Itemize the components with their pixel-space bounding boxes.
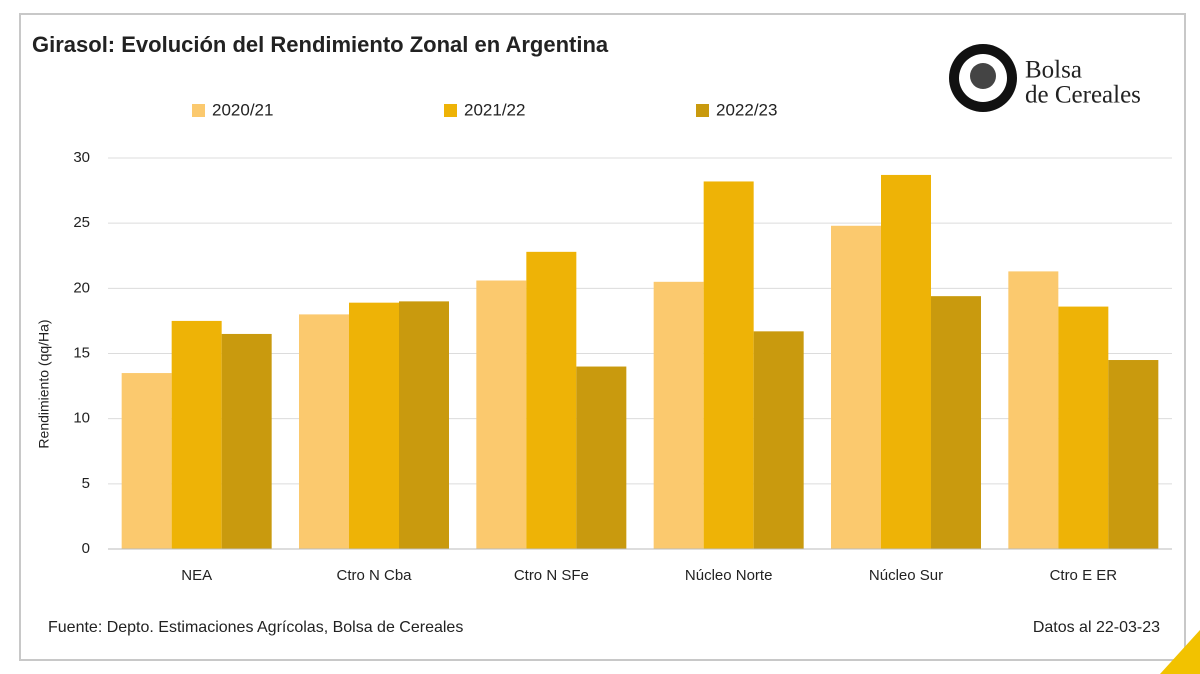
legend-label: 2021/22 <box>464 100 525 119</box>
bar <box>653 281 704 549</box>
x-tick-label: Núcleo Sur <box>869 567 943 584</box>
bar <box>1008 271 1059 549</box>
bar <box>881 174 931 549</box>
legend-label: 2022/23 <box>716 100 777 119</box>
bar <box>171 320 222 549</box>
bar <box>831 225 881 550</box>
date-note: Datos al 22-03-23 <box>1033 619 1160 636</box>
logo: Bolsa de Cereales <box>949 44 1141 112</box>
y-tick-label: 30 <box>73 149 90 166</box>
y-tick-label: 20 <box>73 279 90 296</box>
bar <box>931 296 981 549</box>
legend-swatch <box>696 104 709 117</box>
decoration <box>1160 630 1200 674</box>
bar <box>399 301 449 549</box>
bar <box>1108 360 1159 549</box>
y-tick-label: 15 <box>73 344 90 361</box>
x-tick-label: Núcleo Norte <box>685 567 773 584</box>
legend-label: 2020/21 <box>212 100 273 119</box>
bar <box>576 366 627 549</box>
logo-text: de Cereales <box>1025 82 1141 109</box>
x-tick-label: Ctro E ER <box>1050 567 1118 584</box>
y-tick-label: 10 <box>73 410 90 427</box>
y-tick-label: 0 <box>82 540 90 557</box>
y-tick-label: 5 <box>82 475 90 492</box>
logo-text: Bolsa <box>1025 57 1082 84</box>
bar <box>121 373 172 549</box>
bar <box>221 333 272 549</box>
x-tick-label: NEA <box>181 567 212 584</box>
x-tick-label: Ctro N Cba <box>336 567 412 584</box>
legend-swatch <box>444 104 457 117</box>
logo-figure <box>970 63 996 89</box>
legend-swatch <box>192 104 205 117</box>
bar <box>1058 306 1109 549</box>
bar <box>299 314 349 549</box>
y-axis-label: Rendimiento (qq/Ha) <box>36 319 52 448</box>
bar <box>476 280 527 549</box>
bar <box>703 181 754 549</box>
bar <box>349 302 399 549</box>
source-note: Fuente: Depto. Estimaciones Agrícolas, B… <box>48 619 463 636</box>
bar <box>526 251 577 549</box>
chart-title: Girasol: Evolución del Rendimiento Zonal… <box>32 32 609 57</box>
bar <box>753 331 804 549</box>
x-tick-label: Ctro N SFe <box>514 567 589 584</box>
y-tick-label: 25 <box>73 214 90 231</box>
